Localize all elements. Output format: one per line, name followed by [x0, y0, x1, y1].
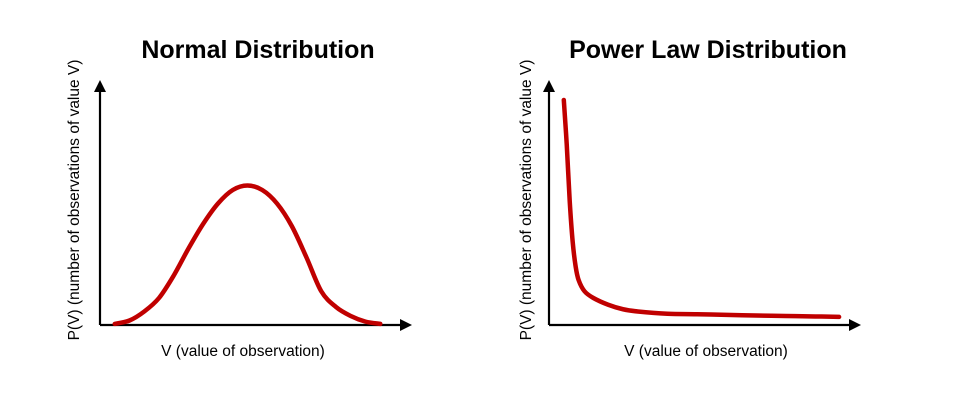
x-axis-arrow-power-law [849, 319, 861, 331]
y-axis-arrow-power-law [543, 80, 555, 92]
y-axis-label-normal: P(V) (number of observations of value V) [66, 60, 83, 341]
x-axis-label-normal: V (value of observation) [161, 343, 325, 360]
y-axis-label-power-law: P(V) (number of observations of value V) [518, 60, 535, 341]
series-line-power-law [561, 97, 842, 320]
chart-power-law-distribution: Power Law Distribution V (value of obser… [518, 36, 861, 360]
y-axis-arrow-normal [94, 80, 106, 92]
chart-normal-distribution: Normal Distribution V (value of observat… [66, 36, 412, 360]
series-line-normal [112, 183, 383, 327]
x-axis-label-power-law: V (value of observation) [624, 343, 788, 360]
x-axis-arrow-normal [400, 319, 412, 331]
chart-title-power-law: Power Law Distribution [569, 36, 847, 64]
chart-title-normal: Normal Distribution [141, 36, 374, 64]
